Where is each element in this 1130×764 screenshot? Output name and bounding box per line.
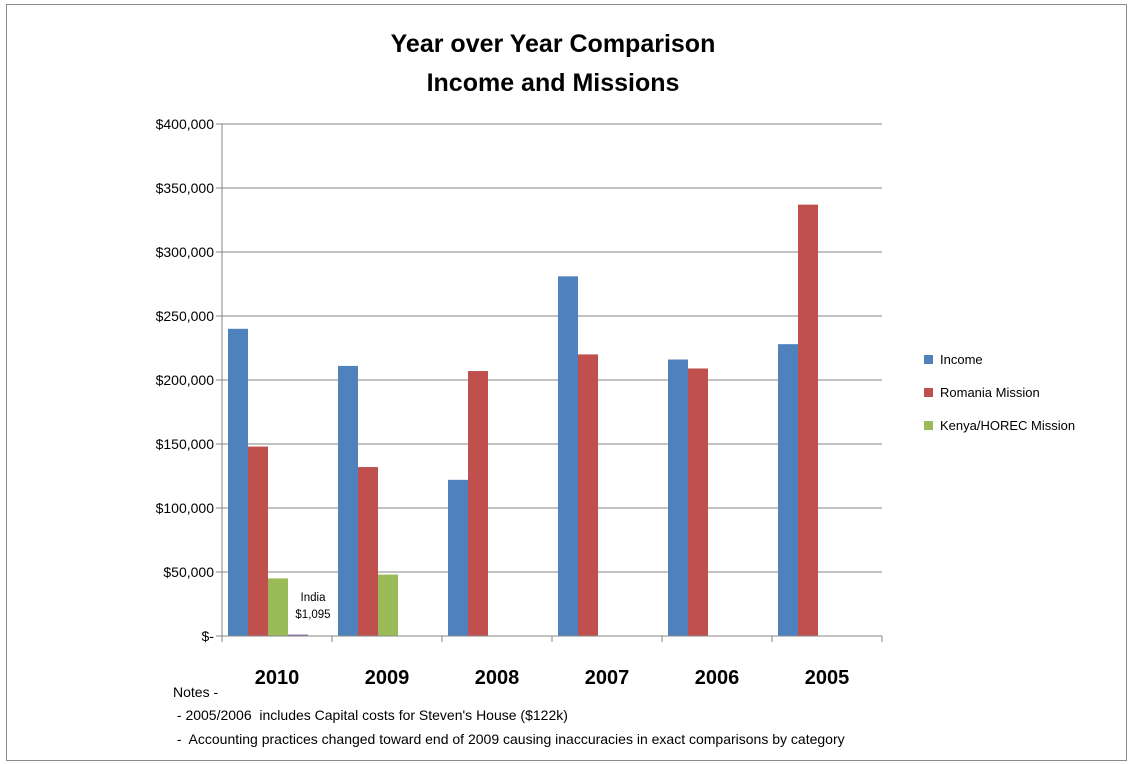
notes-heading: Notes - bbox=[173, 684, 218, 700]
x-axis-tick-labels: 2010 2009 2008 2007 2006 2005 bbox=[255, 667, 850, 689]
legend-swatch bbox=[924, 421, 933, 430]
bar-romania-mission-2010 bbox=[248, 446, 268, 636]
bar-income-2010 bbox=[228, 328, 248, 636]
bars bbox=[228, 204, 818, 636]
bar-income-2009 bbox=[338, 365, 358, 636]
legend-swatch bbox=[924, 355, 933, 364]
bar-romania-mission-2009 bbox=[358, 467, 378, 636]
annotation-india-line-1: India bbox=[301, 592, 327, 604]
bar-income-2005 bbox=[778, 344, 798, 636]
y-tick-label: $400,000 bbox=[156, 116, 215, 132]
bar-romania-mission-2007 bbox=[578, 354, 598, 636]
bar-kenya-horec-mission-2009 bbox=[378, 574, 398, 636]
y-tick-label: $150,000 bbox=[156, 436, 215, 452]
note-line-2: - Accounting practices changed toward en… bbox=[173, 731, 845, 747]
y-tick-label: $200,000 bbox=[156, 372, 215, 388]
y-tick-label: $350,000 bbox=[156, 180, 215, 196]
y-tick-label: $250,000 bbox=[156, 308, 215, 324]
legend-swatch bbox=[924, 388, 933, 397]
x-tick-label: 2008 bbox=[475, 667, 520, 689]
axes bbox=[221, 124, 883, 642]
annotation-india-line-2: $1,095 bbox=[295, 609, 330, 621]
legend-label: Income bbox=[940, 352, 983, 367]
legend-label: Romania Mission bbox=[940, 385, 1040, 400]
x-tick-label: 2006 bbox=[695, 667, 740, 689]
chart-title-line-2: Income and Missions bbox=[427, 69, 680, 97]
y-tick-label: $300,000 bbox=[156, 244, 215, 260]
bar-romania-mission-2008 bbox=[468, 371, 488, 636]
y-axis-tick-labels: $400,000 $350,000 $300,000 $250,000 $200,000… bbox=[156, 116, 215, 644]
legend-label: Kenya/HOREC Mission bbox=[940, 418, 1075, 433]
y-tick-label: $100,000 bbox=[156, 500, 215, 516]
bar-income-2008 bbox=[448, 479, 468, 636]
gridlines bbox=[216, 123, 882, 637]
note-line-1: - 2005/2006 includes Capital costs for S… bbox=[173, 707, 568, 723]
x-tick-label: 2009 bbox=[365, 667, 410, 689]
legend: Income Romania Mission Kenya/HOREC Mission bbox=[924, 352, 1075, 433]
bar-romania-mission-2005 bbox=[798, 204, 818, 636]
bar-income-2007 bbox=[558, 276, 578, 636]
x-tick-label: 2010 bbox=[255, 667, 300, 689]
x-tick-label: 2005 bbox=[805, 667, 850, 689]
bar-kenya-horec-mission-2010 bbox=[268, 578, 288, 636]
x-tick-label: 2007 bbox=[585, 667, 630, 689]
y-tick-label: $- bbox=[202, 628, 215, 644]
chart-title-line-1: Year over Year Comparison bbox=[391, 30, 716, 58]
bar-romania-mission-2006 bbox=[688, 368, 708, 636]
bar-india-2010 bbox=[288, 634, 308, 636]
y-tick-label: $50,000 bbox=[163, 564, 214, 580]
bar-income-2006 bbox=[668, 359, 688, 636]
